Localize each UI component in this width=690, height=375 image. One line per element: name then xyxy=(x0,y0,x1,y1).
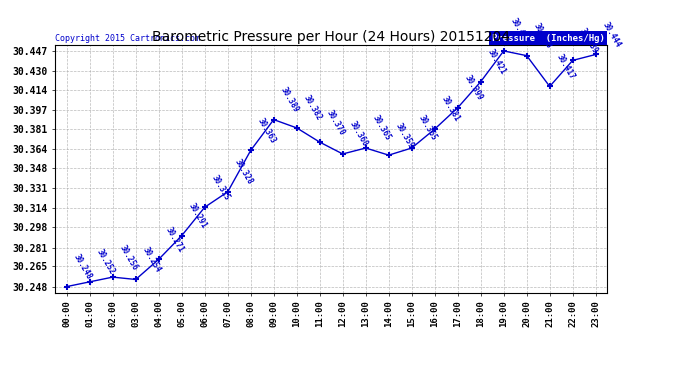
Text: 30.363: 30.363 xyxy=(256,116,278,145)
Text: 30.359: 30.359 xyxy=(394,121,416,150)
Text: 30.252: 30.252 xyxy=(95,248,117,276)
Text: 30.291: 30.291 xyxy=(187,202,209,230)
Text: 30.382: 30.382 xyxy=(302,94,324,122)
Text: 30.447: 30.447 xyxy=(509,17,531,45)
Text: 30.360: 30.360 xyxy=(348,120,370,148)
Text: 30.315: 30.315 xyxy=(210,173,232,202)
Text: 30.399: 30.399 xyxy=(463,74,485,102)
Text: 30.328: 30.328 xyxy=(233,158,255,186)
Text: 30.443: 30.443 xyxy=(532,22,554,50)
Text: 30.389: 30.389 xyxy=(279,86,301,114)
Title: Barometric Pressure per Hour (24 Hours) 20151204: Barometric Pressure per Hour (24 Hours) … xyxy=(152,30,510,44)
Text: 30.256: 30.256 xyxy=(118,243,140,272)
Text: 30.271: 30.271 xyxy=(164,225,186,254)
Text: 30.365: 30.365 xyxy=(371,114,393,142)
Text: 30.370: 30.370 xyxy=(325,108,347,136)
Text: 30.439: 30.439 xyxy=(578,26,600,55)
Text: 30.248: 30.248 xyxy=(72,252,94,281)
Text: 30.421: 30.421 xyxy=(486,48,508,76)
Text: 30.417: 30.417 xyxy=(555,53,577,81)
Text: 30.254: 30.254 xyxy=(141,245,163,274)
Text: Pressure  (Inches/Hg): Pressure (Inches/Hg) xyxy=(491,33,604,42)
Text: 30.444: 30.444 xyxy=(601,20,623,49)
Text: 30.381: 30.381 xyxy=(440,95,462,123)
Text: 30.365: 30.365 xyxy=(417,114,439,142)
Text: Copyright 2015 Cartronics.com: Copyright 2015 Cartronics.com xyxy=(55,33,200,42)
